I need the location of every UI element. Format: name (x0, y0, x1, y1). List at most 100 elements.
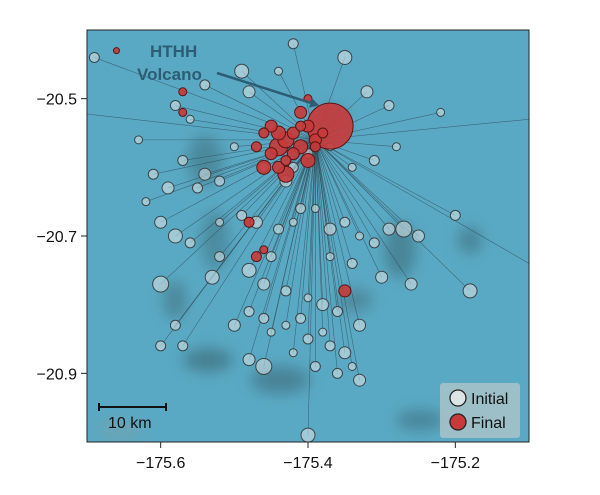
initial-point (325, 252, 335, 262)
initial-point (155, 340, 167, 352)
final-point (338, 284, 352, 298)
relocation-link (263, 139, 316, 319)
initial-point (303, 293, 313, 303)
initial-point (88, 51, 100, 63)
y-tick-label: −20.5 (37, 92, 78, 109)
axes: −175.6 −175.4 −175.2 −20.5 −20.7 −20.9 (37, 92, 481, 472)
initial-point (383, 100, 395, 112)
initial-point (280, 285, 292, 297)
initial-point (154, 215, 168, 229)
initial-point (273, 223, 285, 235)
initial-point (339, 216, 351, 228)
initial-point (242, 353, 256, 367)
annotation-arrow (216, 71, 311, 104)
initial-point (337, 49, 353, 65)
initial-point (215, 217, 225, 227)
relocation-link (315, 139, 382, 278)
initial-point (161, 181, 175, 195)
legend-final-marker (449, 413, 467, 431)
annotation-line-2: Volcano (137, 65, 202, 84)
initial-point (236, 209, 248, 221)
y-tick-label: −20.9 (37, 366, 78, 383)
relocation-link (315, 139, 412, 285)
initial-point (353, 373, 367, 387)
relocation-link (285, 139, 316, 326)
annotation-arrowhead (308, 98, 320, 108)
initial-point (229, 142, 239, 152)
initial-point (353, 318, 367, 332)
relocation-link (315, 139, 390, 230)
initial-point (204, 269, 220, 285)
final-point (286, 147, 300, 161)
initial-point (234, 63, 250, 79)
final-point (309, 141, 321, 153)
initial-point (347, 162, 357, 172)
x-tick-label: −175.4 (283, 455, 332, 472)
relocation-link (307, 139, 316, 340)
initial-point (436, 107, 446, 117)
y-tick-label: −20.7 (37, 229, 78, 246)
final-point (259, 245, 269, 255)
final-point (294, 105, 308, 119)
initial-point (391, 142, 401, 152)
initial-point (152, 275, 170, 293)
x-tick-label: −175.2 (431, 455, 480, 472)
initial-point (184, 237, 196, 249)
legend-initial-label: Initial (471, 391, 508, 408)
initial-point (227, 318, 241, 332)
relocation-link (315, 139, 529, 264)
annotation-line-1: HTHH (150, 42, 197, 61)
legend: Initial Final (440, 383, 520, 438)
final-point (295, 120, 307, 132)
final-point (112, 47, 120, 55)
initial-point (300, 427, 316, 442)
relocation-link (248, 91, 316, 141)
relocation-link (315, 139, 353, 264)
initial-point (255, 357, 273, 375)
initial-point (355, 231, 365, 241)
scale-bar: 10 km (98, 403, 167, 432)
final-point (272, 160, 286, 174)
initial-point (295, 203, 307, 215)
final-point (250, 251, 262, 263)
final-points (112, 47, 354, 298)
initial-point (257, 277, 271, 291)
initial-point (346, 257, 358, 269)
relocation-link (315, 139, 346, 353)
initial-point (141, 197, 151, 207)
initial-point (192, 182, 203, 194)
relocation-link (307, 139, 316, 436)
final-point (317, 127, 329, 139)
initial-point (214, 251, 226, 263)
relocation-link (315, 139, 375, 244)
initial-point (462, 283, 478, 299)
initial-point (449, 209, 461, 221)
initial-point (382, 222, 396, 236)
final-point (250, 141, 262, 153)
initial-point (287, 38, 299, 50)
volcano-annotation: HTHH Volcano (137, 42, 320, 108)
relocation-link (315, 139, 346, 223)
initial-point (412, 229, 425, 243)
initial-point (242, 85, 256, 99)
final-point (256, 159, 272, 175)
final-point (243, 216, 255, 228)
initial-point (199, 79, 211, 91)
initial-point (177, 154, 189, 166)
initial-point (288, 217, 298, 227)
initial-point (338, 346, 352, 360)
initial-point (177, 340, 189, 352)
relocation-link (315, 139, 419, 237)
initial-point (185, 114, 195, 124)
x-tick-label: −175.6 (136, 455, 185, 472)
relocation-link (315, 139, 331, 346)
final-point (178, 107, 188, 117)
initial-point (169, 319, 181, 331)
relocation-link (315, 139, 404, 230)
scale-bar-label: 10 km (108, 415, 152, 432)
initial-point (266, 327, 276, 337)
initial-point (281, 320, 291, 330)
final-point (280, 154, 292, 166)
initial-point (347, 361, 357, 371)
